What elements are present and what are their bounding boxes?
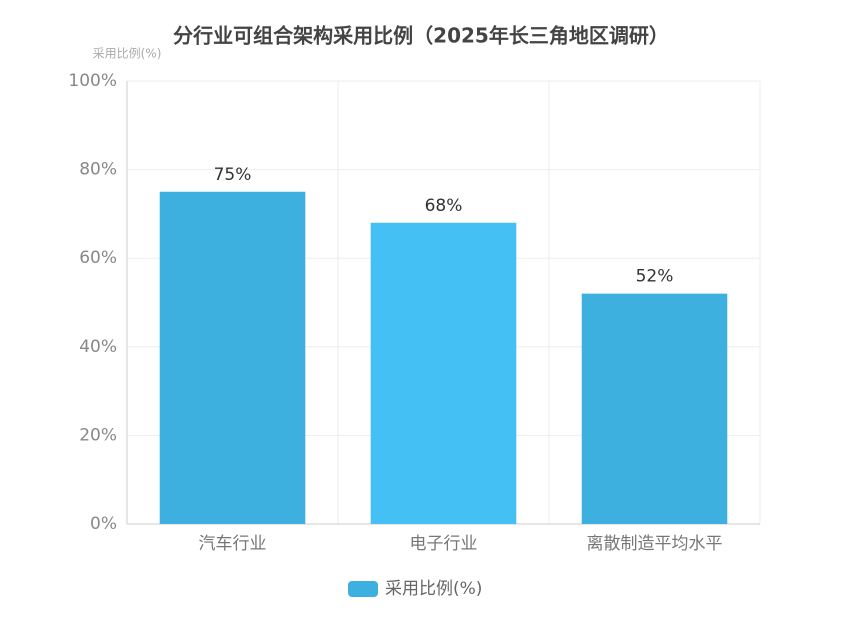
bar: [370, 222, 517, 524]
x-tick-label: 汽车行业: [199, 534, 267, 554]
bar: [581, 293, 728, 524]
bar: [159, 191, 306, 524]
x-tick-label: 电子行业: [410, 534, 478, 554]
chart-title: 分行业可组合架构采用比例（2025年长三角地区调研）: [173, 24, 669, 48]
y-tick-label: 80%: [79, 160, 117, 180]
value-label: 75%: [214, 165, 252, 185]
value-label: 68%: [425, 196, 463, 216]
y-tick-label: 0%: [90, 514, 117, 534]
y-tick-label: 60%: [79, 248, 117, 268]
y-axis-label: 采用比例(%): [93, 47, 162, 61]
legend-swatch: [348, 581, 378, 597]
y-tick-label: 20%: [79, 425, 117, 445]
value-label: 52%: [636, 267, 674, 287]
y-tick-label: 40%: [79, 337, 117, 357]
y-tick-label: 100%: [68, 71, 117, 91]
legend-label: 采用比例(%): [385, 579, 482, 599]
x-tick-label: 离散制造平均水平: [587, 534, 723, 554]
